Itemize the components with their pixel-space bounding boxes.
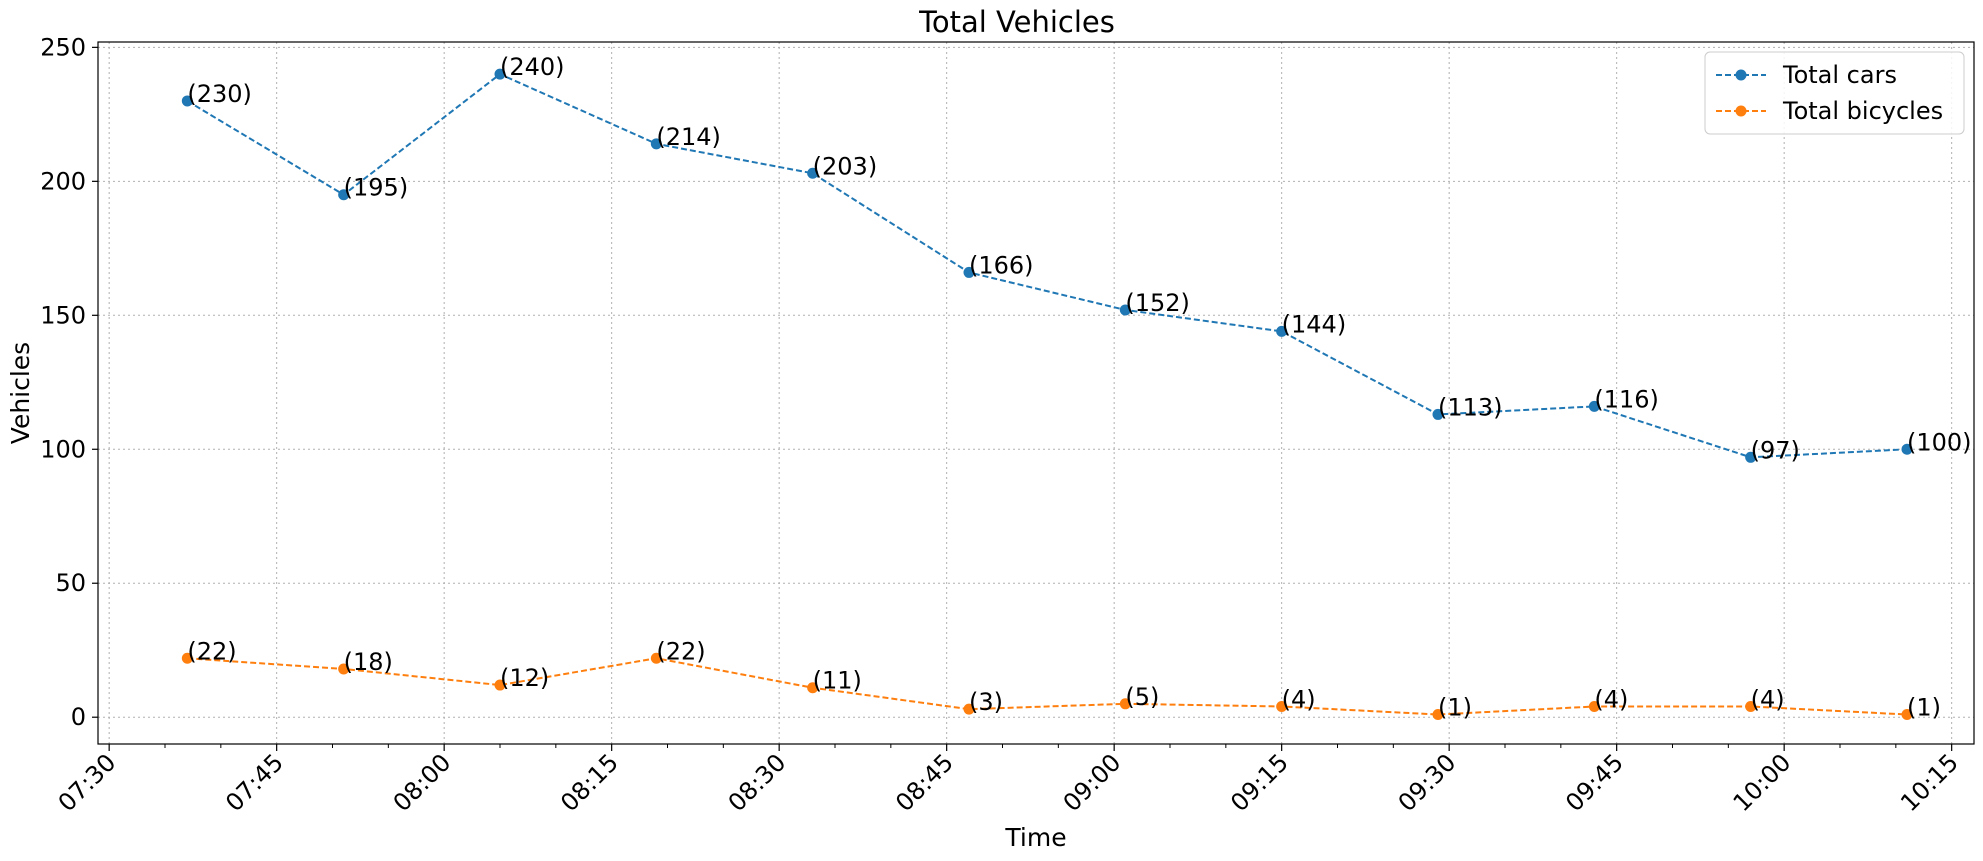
y-axis-ticks: 0 50 100 150 200 250 — [40, 33, 98, 731]
series-line-total-cars — [186, 72, 1908, 459]
data-label-total-bicycles: (1) — [1438, 694, 1472, 722]
y-tick-label: 100 — [40, 435, 86, 463]
data-label-total-bicycles: (22) — [187, 637, 236, 665]
data-label-total-cars: (166) — [969, 251, 1034, 279]
data-point-total-bicycles — [1432, 709, 1444, 721]
y-axis-label: Vehicles — [6, 342, 35, 444]
data-label-total-cars: (144) — [1282, 310, 1347, 338]
chart-title: Total Vehicles — [918, 5, 1115, 39]
data-label-total-bicycles: (4) — [1282, 685, 1316, 713]
legend-box — [1704, 51, 1965, 135]
data-point-total-bicycles — [1276, 700, 1288, 712]
data-label-total-bicycles: (4) — [1594, 685, 1628, 713]
x-tick-label: 10:15 — [1895, 748, 1964, 817]
y-tick-label: 0 — [71, 703, 86, 731]
x-minor-ticks — [164, 744, 1897, 748]
x-tick-label: 08:00 — [388, 748, 457, 817]
y-tick-label: 50 — [55, 569, 86, 597]
data-point-total-bicycles — [1588, 700, 1600, 712]
legend-label-cars: Total cars — [1782, 61, 1897, 89]
y-tick-label: 250 — [40, 33, 86, 61]
data-label-total-cars: (97) — [1751, 436, 1800, 464]
x-tick-label: 09:00 — [1058, 748, 1127, 817]
data-point-total-cars — [181, 95, 193, 107]
data-label-total-bicycles: (18) — [344, 648, 393, 676]
x-tick-label: 09:30 — [1393, 748, 1462, 817]
data-label-total-bicycles: (22) — [656, 637, 705, 665]
data-label-total-bicycles: (4) — [1751, 685, 1785, 713]
legend-label-bicycles: Total bicycles — [1782, 97, 1943, 125]
data-label-total-bicycles: (12) — [500, 664, 549, 692]
data-point-total-bicycles — [1119, 698, 1131, 710]
legend: Total cars Total bicycles — [1704, 51, 1965, 135]
data-point-total-bicycles — [650, 652, 662, 664]
x-tick-label: 09:45 — [1560, 748, 1629, 817]
data-point-total-cars — [1745, 451, 1757, 463]
data-point-total-cars — [1901, 443, 1913, 455]
data-label-total-bicycles: (5) — [1125, 683, 1159, 711]
data-point-total-bicycles — [807, 682, 819, 694]
x-tick-label: 10:00 — [1728, 748, 1797, 817]
x-tick-label: 09:15 — [1225, 748, 1294, 817]
data-label-total-bicycles: (11) — [813, 667, 862, 695]
gridlines — [98, 42, 1974, 744]
data-label-total-cars: (240) — [500, 53, 565, 81]
data-label-total-cars: (116) — [1594, 385, 1659, 413]
plot-area-frame — [97, 41, 1975, 745]
data-point-total-cars — [1119, 304, 1131, 316]
x-tick-label: 07:30 — [53, 748, 122, 817]
data-label-total-cars: (195) — [344, 174, 409, 202]
x-axis-label: Time — [1004, 823, 1066, 852]
data-point-total-bicycles — [338, 663, 350, 675]
data-label-total-cars: (214) — [656, 123, 721, 151]
data-point-total-cars — [650, 138, 662, 150]
data-label-total-cars: (100) — [1907, 428, 1972, 456]
data-label-total-cars: (230) — [187, 80, 252, 108]
data-label-total-cars: (113) — [1438, 393, 1503, 421]
data-label-total-bicycles: (3) — [969, 688, 1003, 716]
y-tick-label: 150 — [40, 301, 86, 329]
data-point-total-cars — [494, 68, 506, 80]
data-point-total-bicycles — [963, 703, 975, 715]
legend-marker-bicycles — [1735, 105, 1747, 117]
y-tick-label: 200 — [40, 167, 86, 195]
data-point-total-cars — [338, 189, 350, 201]
x-tick-label: 08:15 — [555, 748, 624, 817]
x-tick-label: 08:45 — [890, 748, 959, 817]
legend-marker-cars — [1735, 69, 1747, 81]
data-point-total-bicycles — [1901, 709, 1913, 721]
data-point-total-cars — [1432, 408, 1444, 420]
x-tick-label: 07:45 — [220, 748, 289, 817]
data-point-total-bicycles — [1745, 700, 1757, 712]
series-group — [181, 68, 1913, 721]
data-point-total-cars — [1276, 325, 1288, 337]
x-axis-ticks: 07:30 07:45 08:00 08:15 08:30 08:45 09:00 09:15… — [53, 744, 1964, 817]
data-label-total-cars: (152) — [1125, 289, 1190, 317]
data-labels: (230) (195) (240) (214) (203) (166) (152) (144)… — [187, 53, 1971, 721]
data-point-total-cars — [963, 266, 975, 278]
series-line-total-bicycles — [187, 657, 1908, 716]
data-point-total-bicycles — [494, 679, 506, 691]
x-tick-label: 08:30 — [723, 748, 792, 817]
data-label-total-bicycles: (1) — [1907, 694, 1941, 722]
data-point-total-cars — [807, 167, 819, 179]
data-point-total-bicycles — [181, 652, 193, 664]
data-point-total-cars — [1588, 400, 1600, 412]
data-label-total-cars: (203) — [813, 152, 878, 180]
